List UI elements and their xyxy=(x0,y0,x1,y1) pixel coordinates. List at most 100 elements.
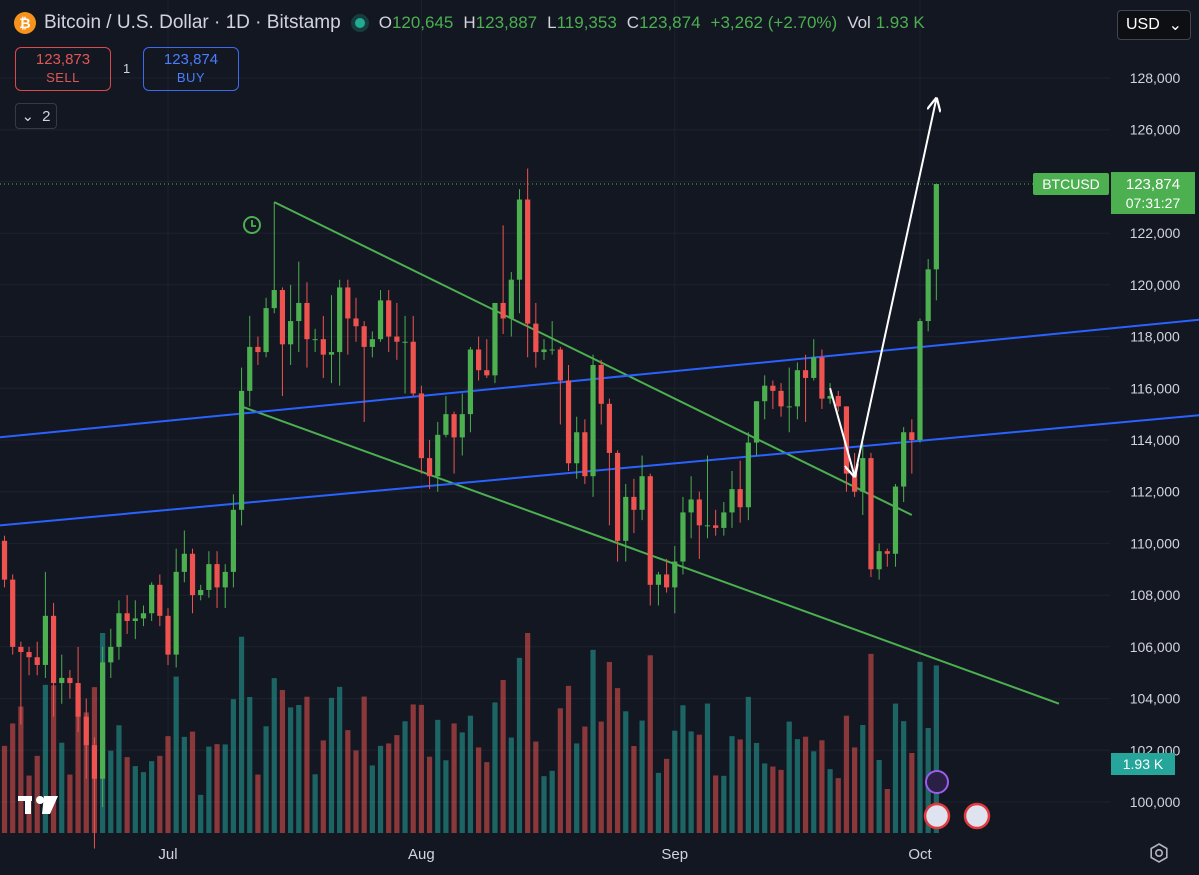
currency-selector[interactable]: USD ⌄ xyxy=(1117,10,1191,40)
last-price-label: 123,874 xyxy=(1126,176,1180,193)
candle-body xyxy=(925,269,931,322)
candle-body xyxy=(770,385,776,391)
candle-body xyxy=(410,341,416,394)
candle-body xyxy=(467,349,474,415)
candle-body xyxy=(557,349,563,381)
volume-bar xyxy=(876,760,882,833)
ohlc-open: O120,645 xyxy=(378,13,454,32)
volume-bar xyxy=(655,772,662,833)
volume-bar xyxy=(10,723,16,833)
bitcoin-icon: ₿ xyxy=(14,12,36,34)
settings-gear-icon[interactable] xyxy=(1148,842,1170,864)
candle-body xyxy=(377,300,384,340)
indicators-toggle[interactable]: ⌄ 2 xyxy=(15,103,57,129)
volume-bar xyxy=(394,735,400,833)
candle-body xyxy=(304,302,310,340)
volume-bar xyxy=(459,732,465,833)
volume-bar xyxy=(557,708,563,833)
volume-bar xyxy=(770,766,776,833)
volume-bar xyxy=(778,769,784,833)
candle-body xyxy=(149,584,155,614)
volume-bar xyxy=(533,741,539,833)
y-tick-label: 128,000 xyxy=(1130,70,1181,86)
volume-bar xyxy=(631,746,637,833)
candle-body xyxy=(614,452,621,541)
volume-bar xyxy=(492,702,498,833)
candle-body xyxy=(631,496,637,510)
candle-body xyxy=(100,662,106,779)
volume-bar xyxy=(312,774,318,833)
volume-bar xyxy=(525,633,531,833)
candle-body xyxy=(860,458,866,492)
symbol-title[interactable]: Bitcoin / U.S. Dollar · 1D · Bitstamp xyxy=(44,12,341,33)
volume-bar xyxy=(623,711,629,833)
volume-bar xyxy=(108,750,114,833)
logo-part xyxy=(25,796,31,814)
volume-bar xyxy=(247,697,253,833)
candle-body xyxy=(901,432,907,487)
volume-bar xyxy=(713,775,719,833)
volume-bar xyxy=(435,719,441,833)
volume-bar xyxy=(476,747,482,833)
candle-body xyxy=(296,302,302,322)
volume-bar xyxy=(811,751,817,833)
candle-body xyxy=(435,434,441,477)
volume-bar xyxy=(230,699,236,833)
volume-bar xyxy=(296,705,302,833)
y-tick-label: 120,000 xyxy=(1130,277,1181,293)
candle-body xyxy=(402,341,408,343)
candle-body xyxy=(794,370,800,407)
volume-bar xyxy=(819,740,825,833)
candle-body xyxy=(753,401,760,443)
candle-body xyxy=(386,300,392,337)
ai-spark-icon xyxy=(925,770,949,794)
candle-body xyxy=(418,393,424,459)
volume-bar xyxy=(884,789,890,833)
volume-bar xyxy=(173,676,179,833)
candle-body xyxy=(786,406,792,408)
candle-body xyxy=(590,365,596,477)
sell-button[interactable]: 123,873 SELL xyxy=(15,47,111,91)
price-change: +3,262 (+2.70%) xyxy=(710,13,838,32)
symbol-header: ₿ Bitcoin / U.S. Dollar · 1D · Bitstamp … xyxy=(14,12,925,34)
logo-part xyxy=(42,796,58,814)
spread-value: 1 xyxy=(123,61,131,76)
volume-bar xyxy=(34,755,40,833)
candle-body xyxy=(737,489,743,508)
volume-bar xyxy=(361,696,367,833)
candle-body xyxy=(214,564,220,588)
volume-bar xyxy=(516,657,523,833)
volume-bar xyxy=(549,770,555,833)
volume-bar xyxy=(206,746,212,833)
candle-body xyxy=(459,414,465,438)
ohlc-readout: O120,645 H123,887 L119,353 C123,874 +3,2… xyxy=(379,13,925,33)
candle-body xyxy=(565,380,572,464)
volume-badge-bg xyxy=(1111,753,1175,775)
volume-bar xyxy=(279,690,286,833)
sell-label: SELL xyxy=(46,70,80,85)
volume-bar xyxy=(565,685,572,833)
candle-body xyxy=(639,476,645,510)
y-tick-label: 122,000 xyxy=(1130,225,1181,241)
candle-body xyxy=(328,352,335,355)
volume-bar xyxy=(451,723,457,833)
volume-bar xyxy=(901,721,907,833)
candle-body xyxy=(672,561,678,588)
volume-bar xyxy=(794,739,800,833)
x-tick-label: Aug xyxy=(408,846,435,863)
y-tick-label: 106,000 xyxy=(1130,639,1181,655)
y-tick-label: 110,000 xyxy=(1130,535,1180,551)
ohlc-close: C123,874 xyxy=(626,13,701,32)
buy-button[interactable]: 123,874 BUY xyxy=(143,47,239,91)
candle-body xyxy=(533,323,539,353)
candle-body xyxy=(933,184,939,270)
volume-bar xyxy=(402,721,408,833)
candle-body xyxy=(263,308,269,353)
volume-bar xyxy=(614,688,621,833)
volume-bar xyxy=(753,743,760,833)
chevron-down-icon: ⌄ xyxy=(21,108,35,125)
alert-clock-hand xyxy=(251,220,256,227)
volume-bar xyxy=(271,678,277,833)
candle-body xyxy=(426,458,433,477)
